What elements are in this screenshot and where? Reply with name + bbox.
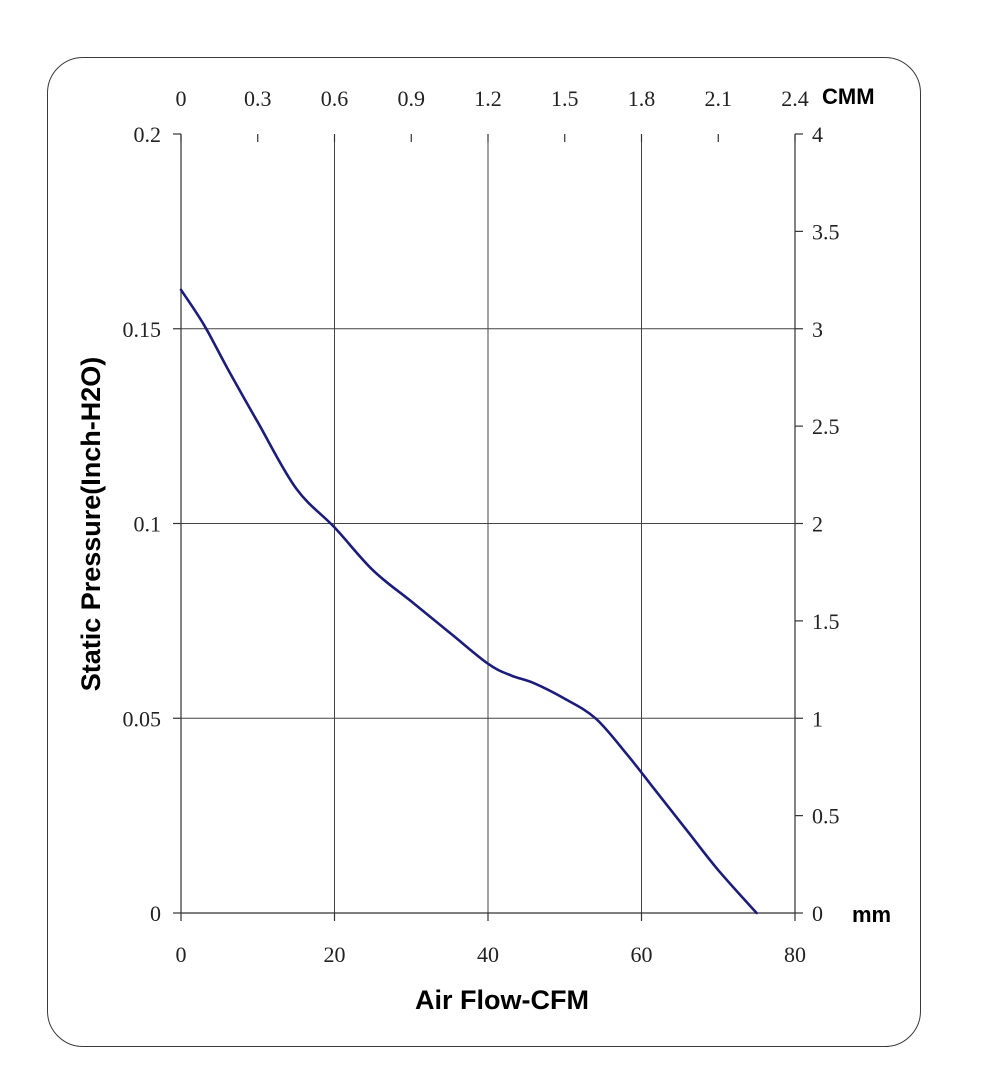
x-tick-label: 0	[176, 942, 187, 967]
x2-tick-label: 1.8	[628, 86, 656, 111]
x2-tick-label: 0.6	[321, 86, 349, 111]
y2-tick-label: 0	[812, 901, 823, 926]
pq-curve-line	[179, 288, 758, 915]
x-tick-label: 40	[477, 942, 499, 967]
y-tick-label: 0.05	[123, 706, 162, 731]
y2-tick-label: 1.5	[812, 609, 840, 634]
series-lines	[179, 288, 758, 915]
chart-frame	[47, 57, 921, 1047]
y-tick-label: 0.2	[134, 122, 162, 147]
y2-tick-label: 2.5	[812, 414, 840, 439]
y2-tick-label: 4	[812, 122, 823, 147]
y2-tick-label: 3.5	[812, 219, 840, 244]
x2-tick-label: 0.3	[244, 86, 272, 111]
x2-tick-label: 0	[176, 86, 187, 111]
top-axis-unit: CMM	[822, 84, 875, 109]
x-axis-title: Air Flow-CFM	[415, 985, 589, 1015]
y-tick-label: 0.15	[123, 317, 162, 342]
x-tick-label: 60	[631, 942, 653, 967]
x2-tick-label: 2.4	[781, 86, 809, 111]
axes	[173, 133, 803, 921]
y2-tick-label: 2	[812, 512, 823, 537]
x-tick-label: 20	[324, 942, 346, 967]
right-axis-unit: mm	[852, 902, 891, 927]
x2-tick-label: 2.1	[705, 86, 733, 111]
grid-lines	[181, 134, 795, 913]
x2-tick-label: 0.9	[398, 86, 426, 111]
y-axis-title: Static Pressure(Inch-H2O)	[76, 357, 106, 692]
y2-tick-label: 0.5	[812, 804, 840, 829]
x-tick-label: 80	[784, 942, 806, 967]
y-tick-label: 0	[150, 901, 161, 926]
y2-tick-label: 1	[812, 706, 823, 731]
x2-tick-label: 1.5	[551, 86, 579, 111]
x2-tick-label: 1.2	[474, 86, 502, 111]
y2-tick-label: 3	[812, 317, 823, 342]
y-tick-label: 0.1	[134, 512, 162, 537]
